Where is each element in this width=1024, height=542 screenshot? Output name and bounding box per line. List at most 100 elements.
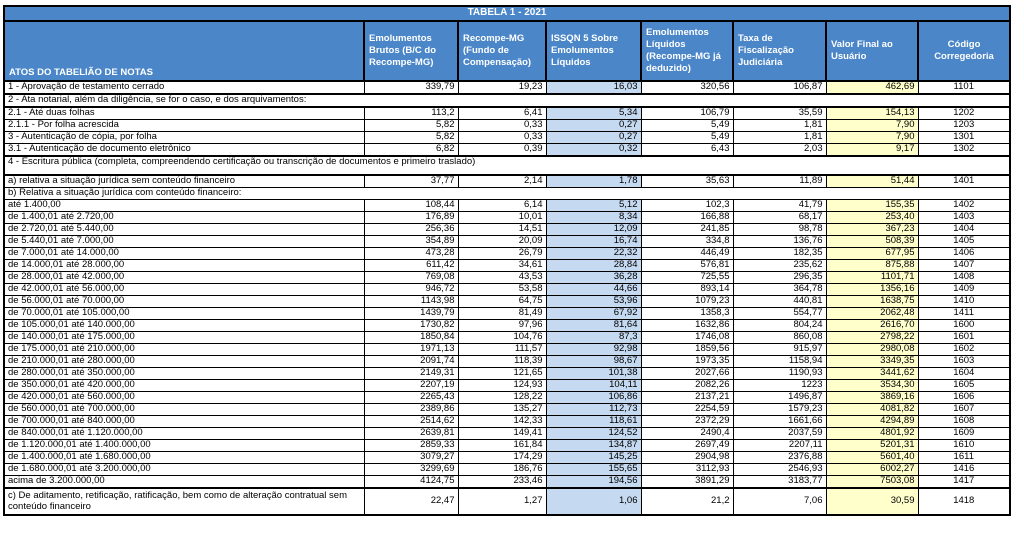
code-cell: 1401 xyxy=(917,174,1011,188)
value-cell: 0,27 xyxy=(545,131,642,144)
value-cell: 1358,3 xyxy=(640,307,734,320)
value-cell: 5,82 xyxy=(363,131,459,144)
fee-row: de 280.000,01 até 350.000,00 2149,31 121,6… xyxy=(3,367,1011,380)
fee-row: de 5.440,01 até 7.000,00 354,89 20,09 16,74… xyxy=(3,235,1011,248)
code-cell: 1402 xyxy=(917,199,1011,212)
value-cell: 182,35 xyxy=(732,247,827,260)
fee-row: de 42.000,01 até 56.000,00 946,72 53,58 44,… xyxy=(3,283,1011,296)
value-cell: 124,52 xyxy=(545,427,642,440)
fee-row: de 420.000,01 até 560.000,00 2265,43 128,2… xyxy=(3,391,1011,404)
act-label: de 1.120.000,01 até 1.400.000,00 xyxy=(3,439,365,452)
code-cell: 1404 xyxy=(917,223,1011,236)
value-cell: 1223 xyxy=(732,379,827,392)
value-cell: 804,24 xyxy=(732,319,827,332)
value-cell: 98,78 xyxy=(732,223,827,236)
value-cell: 2639,81 xyxy=(363,427,459,440)
value-cell: 3079,27 xyxy=(363,451,459,464)
table-header: TABELA 1 - 2021 ATOS DO TABELIÃO DE NOTA… xyxy=(2,5,1012,82)
value-cell: 1101,71 xyxy=(825,271,919,284)
fee-row: de 175.000,01 até 210.000,00 1971,13 111,5… xyxy=(3,343,1011,356)
fee-row: c) De aditamento, retificação, ratificaç… xyxy=(3,487,1011,516)
value-cell: 4124,75 xyxy=(363,475,459,489)
value-cell: 194,56 xyxy=(545,475,642,489)
column-header-codigo-corregedoria: Código Corregedoria xyxy=(916,20,1012,82)
value-cell: 5201,31 xyxy=(825,439,919,452)
act-label: 1 - Aprovação de testamento cerrado xyxy=(3,80,365,95)
value-cell: 1746,08 xyxy=(640,331,734,344)
value-cell: 1859,56 xyxy=(640,343,734,356)
value-cell: 8,34 xyxy=(545,211,642,224)
act-label: de 14.000,01 até 28.000,00 xyxy=(3,259,365,272)
code-cell: 1407 xyxy=(917,259,1011,272)
value-cell: 354,89 xyxy=(363,235,459,248)
value-cell: 462,69 xyxy=(825,80,919,95)
fee-row: de 560.000,01 até 700.000,00 2389,86 135,2… xyxy=(3,403,1011,416)
code-cell: 1405 xyxy=(917,235,1011,248)
value-cell: 576,81 xyxy=(640,259,734,272)
fee-row: 2.1.1 - Por folha acrescida 5,82 0,33 0,27 5… xyxy=(3,119,1011,132)
value-cell: 3869,16 xyxy=(825,391,919,404)
act-label: de 140.000,01 até 175.000,00 xyxy=(3,331,365,344)
value-cell: 1971,13 xyxy=(363,343,459,356)
value-cell: 19,23 xyxy=(457,80,547,95)
value-cell: 53,58 xyxy=(457,283,547,296)
value-cell: 235,62 xyxy=(732,259,827,272)
value-cell: 3112,93 xyxy=(640,463,734,476)
column-header-emolumentos-brutos: Emolumentos Brutos (B/C do Recompe-MG) xyxy=(363,20,459,82)
act-label: de 840.000,01 até 1.120.000,00 xyxy=(3,427,365,440)
value-cell: 98,67 xyxy=(545,355,642,368)
fee-row: de 28.000,01 até 42.000,00 769,08 43,53 36,… xyxy=(3,271,1011,284)
value-cell: 2980,08 xyxy=(825,343,919,356)
fee-row: de 1.680.000,01 até 3.200.000,00 3299,69 1… xyxy=(3,463,1011,476)
value-cell: 3534,30 xyxy=(825,379,919,392)
code-cell: 1606 xyxy=(917,391,1011,404)
table-body: 1 - Aprovação de testamento cerrado 339,7… xyxy=(3,80,1011,516)
column-header-valor-final: Valor Final ao Usuário xyxy=(825,20,919,82)
act-label: de 280.000,01 até 350.000,00 xyxy=(3,367,365,380)
value-cell: 296,35 xyxy=(732,271,827,284)
code-cell: 1607 xyxy=(917,403,1011,416)
fee-row: 2.1 - Até duas folhas 113,2 6,41 5,34 106,79… xyxy=(3,106,1011,120)
value-cell: 186,76 xyxy=(457,463,547,476)
code-cell: 1600 xyxy=(917,319,1011,332)
value-cell: 155,35 xyxy=(825,199,919,212)
code-cell: 1101 xyxy=(917,80,1011,95)
fee-table-container: TABELA 1 - 2021 ATOS DO TABELIÃO DE NOTA… xyxy=(2,5,1012,516)
section-label: b) Relativa a situação jurídica com cont… xyxy=(3,187,1011,200)
value-cell: 1158,94 xyxy=(732,355,827,368)
value-cell: 87,3 xyxy=(545,331,642,344)
value-cell: 233,46 xyxy=(457,475,547,489)
value-cell: 725,55 xyxy=(640,271,734,284)
value-cell: 14,51 xyxy=(457,223,547,236)
value-cell: 2389,86 xyxy=(363,403,459,416)
column-header-atos: ATOS DO TABELIÃO DE NOTAS xyxy=(3,20,365,82)
value-cell: 118,39 xyxy=(457,355,547,368)
value-cell: 2207,19 xyxy=(363,379,459,392)
value-cell: 893,14 xyxy=(640,283,734,296)
fee-row: de 700.000,01 até 840.000,00 2514,62 142,3… xyxy=(3,415,1011,428)
value-cell: 11,89 xyxy=(732,174,827,188)
value-cell: 334,8 xyxy=(640,235,734,248)
code-cell: 1409 xyxy=(917,283,1011,296)
value-cell: 34,61 xyxy=(457,259,547,272)
section-label: 2 - Ata notarial, além da diligência, se… xyxy=(3,93,1011,108)
fee-row: de 210.000,01 até 280.000,00 2091,74 118,3… xyxy=(3,355,1011,368)
value-cell: 1638,75 xyxy=(825,295,919,308)
code-cell: 1301 xyxy=(917,131,1011,144)
value-cell: 0,33 xyxy=(457,131,547,144)
value-cell: 118,61 xyxy=(545,415,642,428)
fee-row: de 1.400.000,01 até 1.680.000,00 3079,27 1… xyxy=(3,451,1011,464)
value-cell: 1632,86 xyxy=(640,319,734,332)
value-cell: 1661,66 xyxy=(732,415,827,428)
section-row: 2 - Ata notarial, além da diligência, se… xyxy=(3,93,1011,108)
value-cell: 946,72 xyxy=(363,283,459,296)
value-cell: 7,90 xyxy=(825,131,919,144)
value-cell: 37,77 xyxy=(363,174,459,188)
value-cell: 1,06 xyxy=(545,487,642,516)
fee-row: até 1.400,00 108,44 6,14 5,12 102,3 41,79 155,… xyxy=(3,199,1011,212)
value-cell: 128,22 xyxy=(457,391,547,404)
section-row: 4 - Escritura pública (completa, compree… xyxy=(3,155,1011,176)
value-cell: 1,78 xyxy=(545,174,642,188)
act-label: de 1.680.000,01 até 3.200.000,00 xyxy=(3,463,365,476)
value-cell: 3349,35 xyxy=(825,355,919,368)
